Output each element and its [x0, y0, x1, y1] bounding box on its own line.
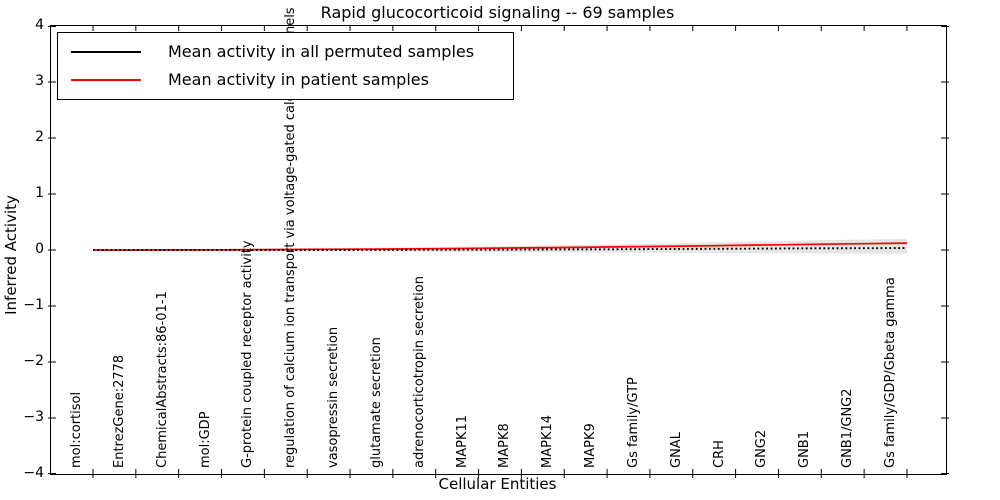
x-tick-label: GNAL: [668, 432, 684, 468]
legend-box: Mean activity in all permuted samples Me…: [57, 32, 514, 100]
legend-entry-patient: Mean activity in patient samples: [58, 70, 513, 90]
legend-line-sample-red: [71, 79, 141, 82]
x-tick-label: GNB1: [797, 431, 813, 468]
x-tick-label: mol:GDP: [197, 411, 213, 468]
legend-line-sample-black: [71, 50, 141, 53]
x-tick-label: MAPK9: [583, 423, 599, 468]
x-tick-label: Gs family/GDP/Gbeta gamma: [882, 277, 898, 468]
permuted-spread-band: [93, 238, 907, 254]
x-tick-label: glutamate secretion: [368, 337, 384, 468]
y-tick-label: 3: [35, 73, 44, 89]
chart-title: Rapid glucocorticoid signaling -- 69 sam…: [320, 3, 675, 22]
x-tick-label: MAPK11: [454, 414, 470, 468]
axis-tick-marks: [48, 26, 949, 478]
x-tick-label: vasopressin secretion: [326, 326, 342, 468]
x-tick-label: G-protein coupled receptor activity: [240, 240, 256, 468]
plot-svg: [48, 26, 949, 478]
y-tick-label: −1: [23, 297, 44, 313]
x-tick-label: CRH: [711, 440, 727, 468]
x-tick-label: EntrezGene:2778: [111, 354, 127, 468]
x-axis-label: Cellular Entities: [438, 475, 557, 493]
legend-entry-permuted: Mean activity in all permuted samples: [58, 42, 513, 62]
legend-label: Mean activity in all permuted samples: [168, 41, 475, 61]
y-tick-label: 0: [35, 241, 44, 257]
y-tick-label: −4: [23, 465, 44, 481]
y-tick-label: 1: [35, 185, 44, 201]
y-tick-label: −2: [23, 353, 44, 369]
y-tick-label: −3: [23, 409, 44, 425]
x-tick-label: adrenocorticotropin secretion: [411, 276, 427, 468]
x-tick-label: GNG2: [754, 429, 770, 468]
x-tick-label: MAPK14: [540, 414, 556, 468]
legend-label: Mean activity in patient samples: [168, 70, 429, 90]
x-tick-label: Gs family/GTP: [625, 377, 641, 468]
plot-area: mol:cortisol EntrezGene:2778 ChemicalAbstr…: [48, 7, 949, 478]
y-tick-label: 2: [35, 129, 44, 145]
y-tick-label: 4: [35, 17, 44, 33]
x-tick-label: mol:cortisol: [69, 391, 84, 468]
x-tick-label: ChemicalAbstracts:86-01-1: [154, 291, 170, 468]
patient-mean-line: [93, 242, 908, 251]
x-tick-label: GNB1/GNG2: [840, 388, 856, 468]
permuted-mean-line: [93, 247, 908, 251]
x-tick-label: MAPK8: [497, 423, 513, 468]
